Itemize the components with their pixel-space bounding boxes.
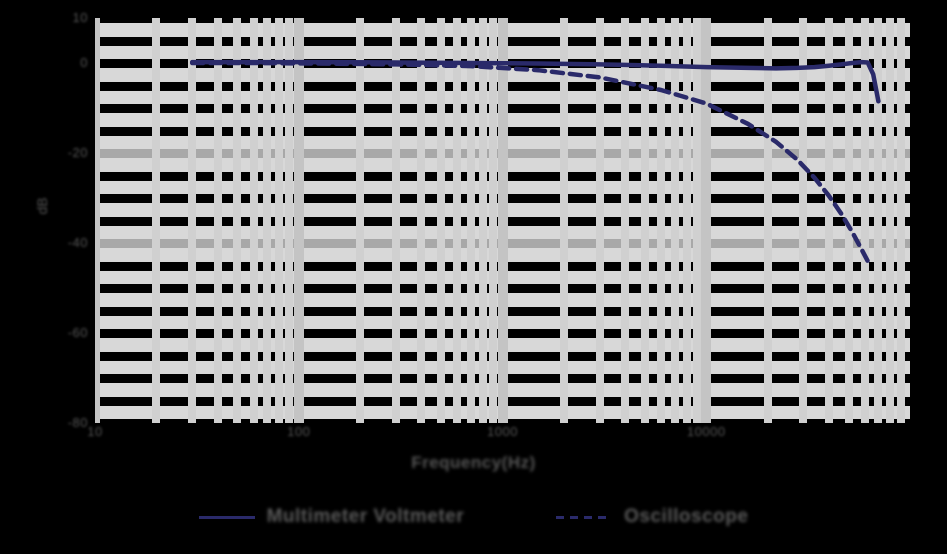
gridline-vertical <box>478 18 487 423</box>
gridline-vertical <box>621 18 630 423</box>
gridline-vertical <box>896 18 905 423</box>
data-curves <box>189 59 881 264</box>
gridline-vertical <box>233 18 242 423</box>
gridline-vertical <box>466 18 475 423</box>
x-axis-title: Frequency(Hz) <box>411 453 536 472</box>
x-tick-label-1: 100 <box>287 424 311 439</box>
gridline-vertical <box>453 18 462 423</box>
gridline-vertical <box>824 18 833 423</box>
gridline-vertical <box>860 18 869 423</box>
gridline-vertical <box>844 18 853 423</box>
legend-item-label: Oscilloscope <box>624 506 749 527</box>
gridline-vertical <box>497 18 508 423</box>
gridline-vertical <box>595 18 604 423</box>
curve-series-1 <box>189 60 870 264</box>
gridline-vertical <box>188 18 197 423</box>
gridline-vertical <box>559 18 568 423</box>
plot-area <box>95 18 910 423</box>
gridline-vertical <box>285 18 294 423</box>
legend-item-0[interactable]: Multimeter Voltmeter <box>198 505 465 529</box>
gridline-vertical <box>391 18 400 423</box>
legend-item-1[interactable]: Oscilloscope <box>556 505 748 529</box>
gridline-vertical <box>437 18 446 423</box>
y-tick-label-4: -60 <box>67 325 88 340</box>
gridline-vertical <box>670 18 679 423</box>
gridline-vertical <box>799 18 808 423</box>
gridline-vertical <box>356 18 365 423</box>
gridline-vertical <box>249 18 258 423</box>
gridline-vertical <box>293 18 304 423</box>
gridline-vertical <box>701 18 712 423</box>
gridline-vertical <box>152 18 161 423</box>
gridline-vertical <box>874 18 883 423</box>
legend-item-label: Multimeter Voltmeter <box>266 506 465 527</box>
gridline-vertical <box>489 18 498 423</box>
gridline-vertical <box>763 18 772 423</box>
x-tick-label-0: 10 <box>87 424 103 439</box>
y-axis-tick-labels: 10 0 -20 -40 -60 -80 <box>32 0 88 554</box>
gridline-vertical <box>275 18 283 423</box>
gridline-vertical <box>692 18 701 423</box>
y-tick-label-1: 0 <box>80 55 88 70</box>
gridline-vertical <box>95 18 100 423</box>
x-tick-label-2: 1000 <box>487 424 518 439</box>
legend-line-icon <box>198 515 255 519</box>
gridline-vertical <box>417 18 426 423</box>
y-tick-label-0: 10 <box>72 10 88 25</box>
x-tick-label-3: 10000 <box>686 424 726 439</box>
gridline-vertical <box>640 18 649 423</box>
y-tick-label-3: -40 <box>67 235 88 250</box>
chart-legend: Multimeter Voltmeter Oscilloscope <box>0 500 947 534</box>
y-tick-label-2: -20 <box>67 145 88 160</box>
gridline-vertical <box>682 18 691 423</box>
gridline-vertical <box>886 18 895 423</box>
y-tick-label-5: -80 <box>67 415 88 430</box>
gridline-vertical <box>263 18 272 423</box>
gridline-vertical <box>657 18 666 423</box>
legend-line-icon <box>556 515 613 519</box>
gridline-vertical <box>213 18 222 423</box>
